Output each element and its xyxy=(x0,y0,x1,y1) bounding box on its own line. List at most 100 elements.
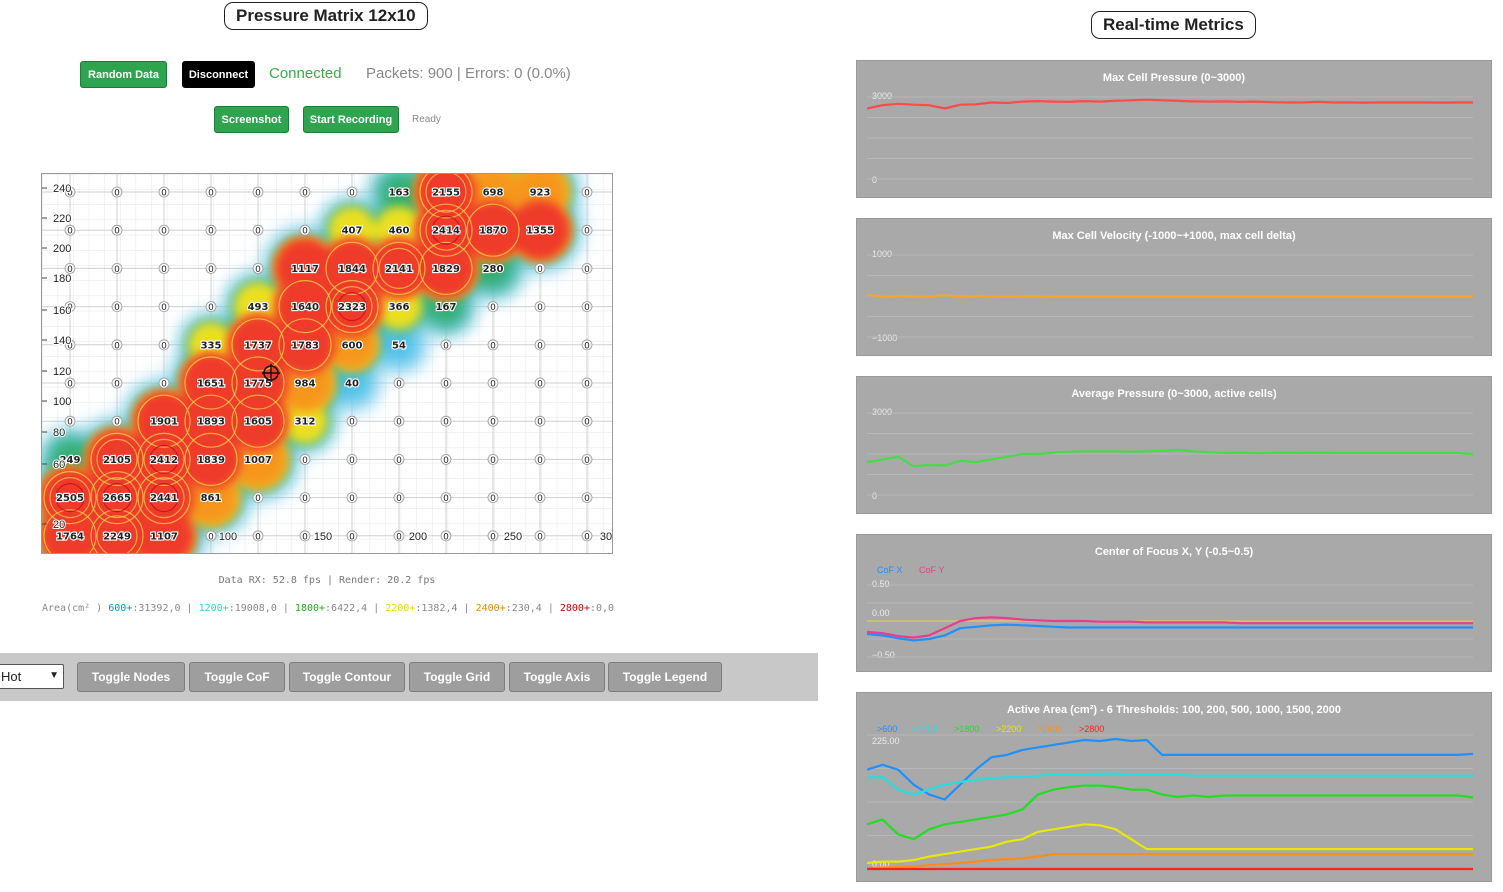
node-value: 2105 xyxy=(102,454,132,467)
node-value: 2665 xyxy=(102,492,132,505)
toggle-grid-button[interactable]: Toggle Grid xyxy=(409,662,505,692)
svg-text:0: 0 xyxy=(490,532,496,542)
node-value: 1783 xyxy=(290,339,320,352)
node-value: 0 xyxy=(111,339,123,352)
svg-text:0: 0 xyxy=(208,227,214,237)
colormap-value: Hot xyxy=(1,669,22,684)
display-toolbar: Hot ▼ Toggle Nodes Toggle CoF Toggle Con… xyxy=(0,653,818,701)
svg-text:2441: 2441 xyxy=(150,493,178,504)
y-min-label: 0.00 xyxy=(872,859,890,869)
svg-text:0: 0 xyxy=(161,189,167,199)
area-prefix: Area(cm² ) xyxy=(42,603,103,614)
node-value: 0 xyxy=(393,492,405,505)
node-value: 1870 xyxy=(478,225,508,238)
y-tick-label: 120 xyxy=(42,365,72,379)
svg-text:0: 0 xyxy=(443,456,449,466)
node-value: 0 xyxy=(299,186,311,200)
svg-text:0: 0 xyxy=(490,494,496,504)
node-value: 0 xyxy=(346,492,358,505)
area-threshold-label: 1200+ xyxy=(198,603,229,614)
svg-text:0: 0 xyxy=(584,380,590,390)
node-value: 0 xyxy=(64,339,76,352)
node-value: 1117 xyxy=(290,263,320,276)
svg-text:0: 0 xyxy=(302,494,308,504)
node-value: 0 xyxy=(534,377,546,391)
area-threshold-value: :31392,0 xyxy=(132,603,181,614)
y-max-label: 3000 xyxy=(872,91,893,101)
svg-text:0: 0 xyxy=(584,494,590,504)
svg-text:0: 0 xyxy=(255,189,261,199)
svg-text:0: 0 xyxy=(584,303,590,313)
legend-item: >2200 xyxy=(996,724,1022,734)
series-line xyxy=(867,293,1473,299)
svg-text:0: 0 xyxy=(537,341,543,351)
pressure-heatmap[interactable]: 0 0 0 0 0 0 0 163 2155 698 923 0 0 0 0 0 0 0 407 460 2414 187… xyxy=(41,173,613,554)
node-value: 167 xyxy=(434,301,457,314)
svg-text:0: 0 xyxy=(67,341,73,351)
node-value: 0 xyxy=(534,339,546,352)
disconnect-button[interactable]: Disconnect xyxy=(182,61,255,88)
svg-text:460: 460 xyxy=(389,226,410,237)
y-max-label: 1000 xyxy=(872,249,893,259)
svg-text:0: 0 xyxy=(490,380,496,390)
svg-text:0: 0 xyxy=(584,456,590,466)
svg-text:0: 0 xyxy=(396,494,402,504)
area-threshold-label: 600+ xyxy=(108,603,133,614)
node-value: 2414 xyxy=(431,225,461,238)
svg-text:200: 200 xyxy=(409,531,427,543)
node-value: 0 xyxy=(487,415,499,429)
toggle-nodes-button[interactable]: Toggle Nodes xyxy=(77,662,185,692)
max-cell-pressure-chart: Max Cell Pressure (0~3000) 3000 0 xyxy=(856,60,1492,198)
svg-text:0: 0 xyxy=(396,380,402,390)
node-value: 0 xyxy=(581,530,593,543)
node-value: 2249 xyxy=(102,530,132,543)
y-min-label: 0 xyxy=(872,175,878,185)
node-value: 1839 xyxy=(196,454,226,467)
node-value: 0 xyxy=(393,377,405,391)
legend-item: >600 xyxy=(877,724,898,734)
svg-text:0: 0 xyxy=(67,380,73,390)
y-tick-label: 180 xyxy=(42,272,72,286)
svg-text:984: 984 xyxy=(295,379,316,390)
svg-text:0: 0 xyxy=(584,532,590,542)
center-of-focus-chart: Center of Focus X, Y (-0.5~0.5) CoF X Co… xyxy=(856,534,1492,672)
node-value: 0 xyxy=(158,339,170,352)
svg-text:0: 0 xyxy=(443,532,449,542)
area-item: 1800+:6422,4 xyxy=(295,603,367,614)
node-value: 0 xyxy=(581,301,593,314)
node-value: 698 xyxy=(481,186,504,199)
node-value: 600 xyxy=(340,339,363,352)
random-data-button[interactable]: Random Data xyxy=(80,61,167,88)
svg-text:0: 0 xyxy=(255,265,261,275)
node-value: 0 xyxy=(299,453,311,467)
toggle-legend-button[interactable]: Toggle Legend xyxy=(608,662,722,692)
svg-text:0: 0 xyxy=(537,380,543,390)
series-line xyxy=(867,623,1473,642)
node-value: 2141 xyxy=(384,263,414,276)
node-value: 2441 xyxy=(149,492,179,505)
svg-text:0: 0 xyxy=(537,303,543,313)
node-value: 0 xyxy=(158,377,170,391)
svg-text:0: 0 xyxy=(302,532,308,542)
colormap-select[interactable]: Hot ▼ xyxy=(0,664,64,689)
toggle-contour-button[interactable]: Toggle Contour xyxy=(289,662,405,692)
svg-text:1737: 1737 xyxy=(244,340,272,351)
node-value: 0 xyxy=(158,263,170,276)
svg-text:0: 0 xyxy=(67,189,73,199)
y-tick-label: 80 xyxy=(42,426,66,440)
toggle-cof-button[interactable]: Toggle CoF xyxy=(189,662,285,692)
svg-text:2249: 2249 xyxy=(103,531,131,542)
area-threshold-value: :230,4 xyxy=(505,603,542,614)
svg-text:0: 0 xyxy=(443,341,449,351)
toggle-axis-button[interactable]: Toggle Axis xyxy=(509,662,605,692)
node-value: 0 xyxy=(487,530,499,543)
node-value: 0 xyxy=(393,453,405,467)
screenshot-button[interactable]: Screenshot xyxy=(214,106,289,133)
chart-title: Center of Focus X, Y (-0.5~0.5) xyxy=(1094,546,1254,558)
start-recording-button[interactable]: Start Recording xyxy=(303,106,399,133)
node-value: 923 xyxy=(528,186,551,199)
legend-cof-x: CoF X xyxy=(877,565,903,575)
svg-text:1355: 1355 xyxy=(526,226,554,237)
connection-status: Connected xyxy=(269,65,342,82)
separator: | xyxy=(457,603,476,614)
